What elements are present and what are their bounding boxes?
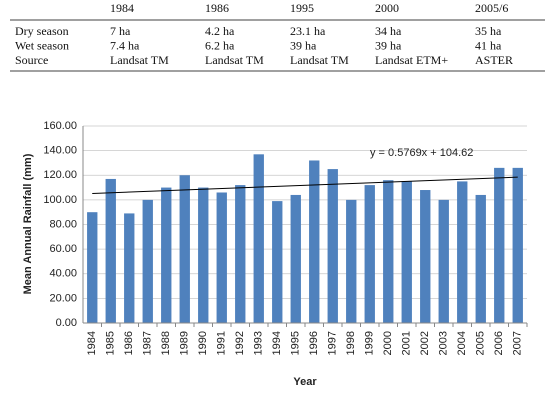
cell: 7.4 ha (110, 38, 140, 52)
bar (179, 175, 190, 323)
y-tick-label: 20.00 (49, 292, 77, 304)
x-tick-label: 2004 (456, 331, 468, 355)
y-tick-label: 100.00 (43, 194, 77, 206)
bar (142, 199, 153, 323)
bar (364, 185, 375, 323)
cell: 6.2 ha (205, 38, 235, 52)
x-tick-label: 2001 (401, 331, 413, 355)
column-header: 1995 (290, 1, 314, 15)
bar (512, 167, 523, 323)
bar (438, 199, 449, 323)
bar (401, 181, 412, 323)
column-header: 2000 (375, 1, 399, 15)
cell: Landsat TM (205, 53, 264, 67)
y-tick-label: 0.00 (56, 317, 77, 329)
y-tick-label: 120.00 (43, 169, 77, 181)
bar (253, 154, 264, 323)
cell: 23.1 ha (290, 24, 326, 38)
bar (346, 199, 357, 323)
cell: 4.2 ha (205, 24, 235, 38)
row-label: Source (15, 53, 48, 67)
x-tick-label: 1995 (290, 331, 302, 355)
bar (494, 167, 505, 323)
trendline-label: y = 0.5769x + 104.62 (370, 147, 473, 159)
x-tick-label: 2000 (382, 331, 394, 355)
y-tick-label: 40.00 (49, 268, 77, 280)
bar (457, 181, 468, 323)
bar (105, 178, 116, 323)
bar (475, 194, 486, 323)
cell: Landsat TM (290, 53, 349, 67)
trendline (92, 176, 518, 194)
x-tick-label: 2002 (419, 331, 431, 355)
cell: 39 ha (375, 38, 402, 52)
x-tick-label: 1986 (123, 331, 135, 355)
x-tick-label: 1994 (271, 331, 283, 355)
bar (216, 192, 227, 323)
cell: 7 ha (110, 24, 131, 38)
bar (235, 185, 246, 323)
y-axis-title: Mean Annual Rainfall (mm) (22, 153, 34, 294)
x-tick-label: 2006 (493, 331, 505, 355)
row-label: Wet season (15, 38, 69, 52)
cell: 41 ha (475, 38, 502, 52)
y-tick-label: 60.00 (49, 243, 77, 255)
y-tick-label: 140.00 (43, 145, 77, 157)
bar (87, 212, 98, 323)
x-tick-label: 1990 (197, 331, 209, 355)
x-tick-label: 2003 (438, 331, 450, 355)
bar (309, 160, 320, 323)
bar (124, 213, 135, 323)
y-tick-label: 160.00 (43, 120, 77, 132)
bar (290, 194, 301, 323)
x-tick-label: 1993 (253, 331, 265, 355)
y-tick-label: 80.00 (49, 218, 77, 230)
row-label: Dry season (15, 24, 69, 38)
x-tick-label: 1996 (308, 331, 320, 355)
table: 1984 1986 1995 2000 2005/6 Dry season 7 ha 4.2 … (10, 1, 545, 72)
chart: Mean Annual Rainfall (mm) Year 0.00 20.00… (22, 120, 528, 388)
cell: 35 ha (475, 24, 502, 38)
column-header: 2005/6 (475, 1, 508, 15)
column-header: 1986 (205, 1, 229, 15)
x-tick-label: 1987 (142, 331, 154, 355)
x-tick-label: 1984 (86, 331, 98, 355)
cell: Landsat TM (110, 53, 169, 67)
x-tick-label: 1989 (179, 331, 191, 355)
bar (383, 180, 394, 323)
x-axis-title: Year (293, 376, 317, 388)
x-tick-label: 1988 (160, 331, 172, 355)
x-tick-label: 1998 (345, 331, 357, 355)
x-tick-label: 1999 (364, 331, 376, 355)
bar (420, 190, 431, 323)
bar (198, 187, 209, 323)
cell: ASTER (475, 53, 513, 67)
x-tick-label: 1992 (234, 331, 246, 355)
cell: 39 ha (290, 38, 317, 52)
cell: Landsat ETM+ (375, 53, 448, 67)
column-header: 1984 (110, 1, 134, 15)
bar (161, 187, 172, 323)
x-tick-label: 1997 (327, 331, 339, 355)
bar (272, 201, 283, 323)
x-tick-label: 2007 (512, 331, 524, 355)
x-tick-label: 1985 (105, 331, 117, 355)
x-tick-label: 1991 (216, 331, 228, 355)
x-tick-label: 2005 (475, 331, 487, 355)
bar (327, 169, 338, 323)
cell: 34 ha (375, 24, 402, 38)
